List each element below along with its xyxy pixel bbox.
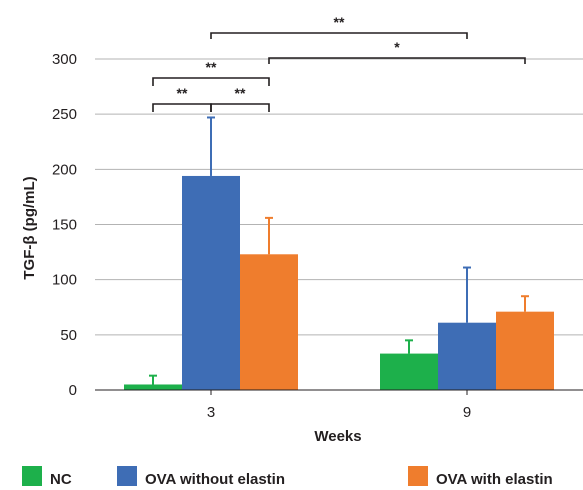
significance-bracket	[210, 32, 468, 39]
significance-bracket	[152, 77, 270, 86]
legend-label: OVA with elastin	[436, 471, 553, 488]
legend-swatch	[22, 466, 42, 486]
significance-bracket	[210, 103, 270, 112]
y-tick-label: 300	[52, 51, 77, 68]
bar	[240, 254, 298, 390]
significance-bracket	[268, 57, 526, 64]
bar	[438, 322, 496, 390]
bars	[124, 175, 554, 390]
y-tick-label: 100	[52, 272, 77, 289]
y-tick-labels: 0 50 100 150 200 250 300	[52, 51, 77, 399]
bar	[380, 353, 438, 390]
significance-bracket	[152, 103, 212, 112]
significance-label: **	[206, 59, 217, 75]
y-tick-label: 50	[60, 327, 77, 344]
x-tick-label: 3	[207, 404, 215, 421]
y-tick-label: 0	[69, 382, 77, 399]
bar	[182, 175, 240, 390]
legend-swatch	[408, 466, 428, 486]
legend-label: NC	[50, 471, 72, 488]
legend-swatch	[117, 466, 137, 486]
legend-label: OVA without elastin	[145, 471, 285, 488]
significance-label: **	[334, 14, 345, 30]
bar	[124, 384, 182, 390]
y-axis-title: TGF-β (pg/mL)	[21, 176, 38, 279]
error-bars	[149, 116, 529, 385]
y-tick-label: 200	[52, 161, 77, 178]
significance-label: *	[394, 39, 400, 55]
x-axis-title: Weeks	[314, 428, 361, 445]
y-tick-label: 250	[52, 106, 77, 123]
significance-label: **	[177, 85, 188, 101]
legend: NC OVA without elastin OVA with elastin	[22, 466, 553, 488]
significance-brackets: ** *******	[152, 14, 526, 112]
x-tick-label: 9	[463, 404, 471, 421]
gridlines	[95, 58, 583, 336]
y-tick-label: 150	[52, 217, 77, 234]
significance-label: **	[235, 85, 246, 101]
bar	[496, 311, 554, 390]
